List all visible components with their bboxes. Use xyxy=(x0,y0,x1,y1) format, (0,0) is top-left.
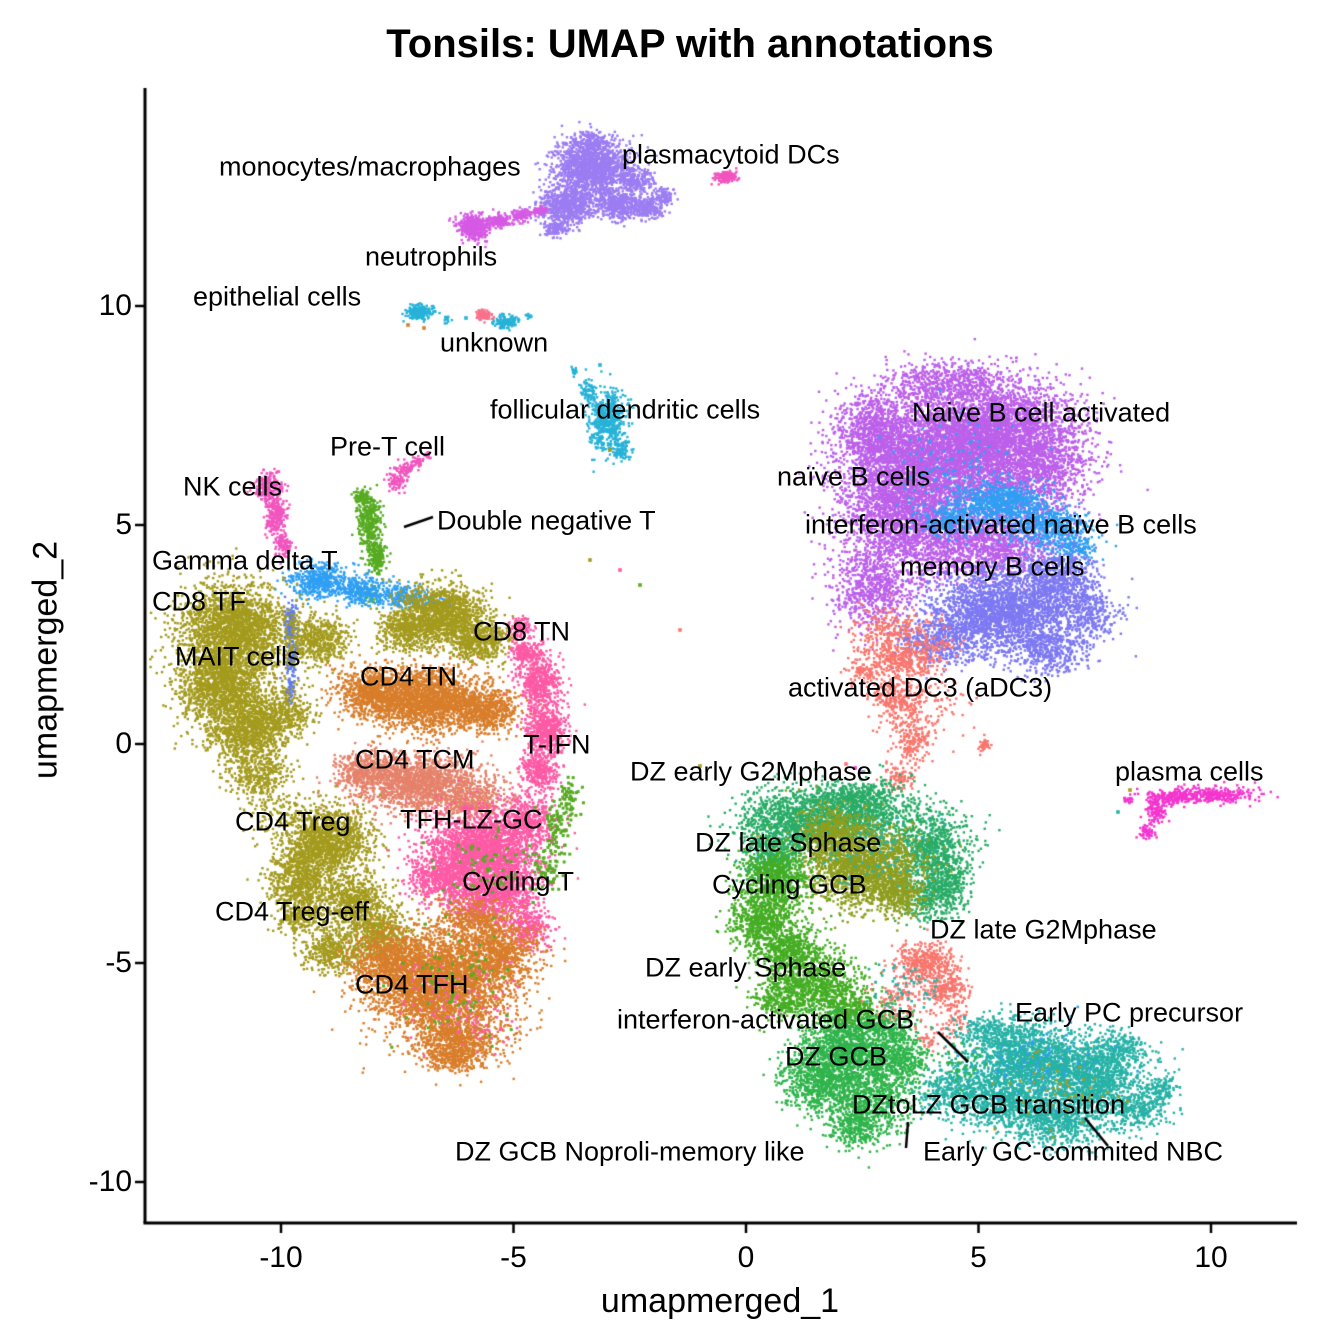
cluster-annotation: interferon-activated naïve B cells xyxy=(805,509,1197,540)
cluster-annotation: NK cells xyxy=(183,471,283,502)
chart-title: Tonsils: UMAP with annotations xyxy=(386,22,994,66)
cluster-annotation: neutrophils xyxy=(365,241,498,272)
cluster-annotation: CD4 Treg xyxy=(235,806,351,837)
cluster-annotation: follicular dendritic cells xyxy=(490,394,761,425)
x-axis-title: umapmerged_1 xyxy=(600,1282,840,1320)
cluster-annotation: CD4 TN xyxy=(360,661,458,692)
y-tick-label: 5 xyxy=(115,508,132,541)
cluster-annotation: Cycling GCB xyxy=(712,869,867,900)
cluster-annotation: CD8 TN xyxy=(473,616,571,647)
cluster-annotation: naïve B cells xyxy=(777,461,931,492)
cluster-annotation: epithelial cells xyxy=(193,281,362,312)
cluster-annotation: DZ early Sphase xyxy=(645,952,847,983)
cluster-annotation: activated DC3 (aDC3) xyxy=(788,672,1053,703)
cluster-annotation: CD8 TF xyxy=(152,586,247,617)
cluster-annotation: plasma cells xyxy=(1115,756,1264,787)
cluster-annotation: DZtoLZ GCB transition xyxy=(852,1089,1126,1120)
cluster-annotation: Pre-T cell xyxy=(330,431,446,462)
x-tick-label: 0 xyxy=(737,1241,755,1274)
cluster-annotation: monocytes/macrophages xyxy=(219,151,521,182)
y-tick-label: 0 xyxy=(115,727,132,760)
cluster-annotation: DZ GCB Noproli-memory like xyxy=(455,1136,805,1167)
y-tick-label: -5 xyxy=(105,946,132,979)
x-tick-label: -5 xyxy=(500,1241,527,1274)
cluster-annotation: Naive B cell activated xyxy=(912,397,1171,428)
y-tick-label: 10 xyxy=(98,289,132,322)
cluster-annotation: Gamma delta T xyxy=(152,545,338,576)
cluster-annotation: T-IFN xyxy=(523,729,591,760)
x-tick-label: 10 xyxy=(1194,1241,1228,1274)
cluster-annotation: MAIT cells xyxy=(175,641,301,672)
cluster-annotation: CD4 Treg-eff xyxy=(215,896,370,927)
cluster-annotation: DZ late Sphase xyxy=(695,827,882,858)
cluster-annotation: Cycling T xyxy=(462,866,575,897)
x-tick-label: -10 xyxy=(259,1241,303,1274)
cluster-annotation: memory B cells xyxy=(900,551,1085,582)
cluster-annotation: CD4 TCM xyxy=(355,744,475,775)
y-tick-label: -10 xyxy=(88,1165,132,1198)
cluster-annotation: unknown xyxy=(440,327,549,358)
cluster-annotation: TFH-LZ-GC xyxy=(400,804,543,835)
x-tick-label: 5 xyxy=(970,1241,987,1274)
cluster-annotation: Double negative T xyxy=(437,505,656,536)
cluster-annotation: CD4 TFH xyxy=(355,969,469,1000)
cluster-annotation: DZ early G2Mphase xyxy=(630,756,872,787)
cluster-annotation: Early GC-commited NBC xyxy=(923,1136,1224,1167)
cluster-annotation: Early PC precursor xyxy=(1015,997,1244,1028)
cluster-annotation: interferon-activated GCB xyxy=(617,1004,915,1035)
cluster-annotation: DZ late G2Mphase xyxy=(930,914,1157,945)
cluster-annotation: plasmacytoid DCs xyxy=(622,139,840,170)
cluster-annotation: DZ GCB xyxy=(785,1041,888,1072)
y-axis-title: umapmerged_2 xyxy=(26,540,65,780)
